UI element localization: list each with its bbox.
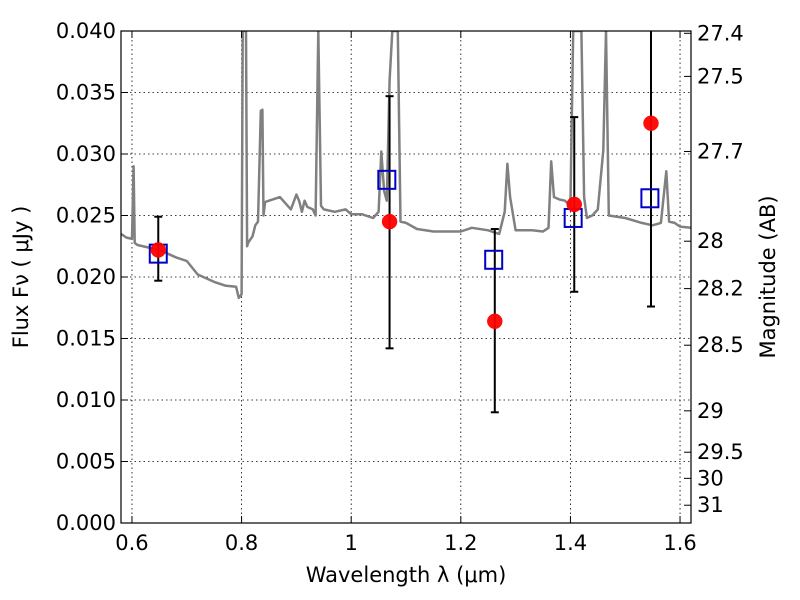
y2-tick-label: 27.5 bbox=[697, 64, 744, 88]
y-tick-label: 0.040 bbox=[56, 19, 116, 43]
y2-tick-label: 29 bbox=[697, 399, 724, 423]
y2-tick-label: 27.7 bbox=[697, 140, 744, 164]
x-tick-label: 1 bbox=[345, 531, 358, 555]
y2-tick-label: 28 bbox=[697, 229, 724, 253]
spectrum-line bbox=[121, 31, 691, 300]
y2-axis-label: Magnitude (AB) bbox=[756, 195, 780, 358]
x-tick-label: 0.6 bbox=[115, 531, 148, 555]
y2-tick-label: 27.4 bbox=[697, 21, 744, 45]
observed-flux-point bbox=[381, 213, 398, 230]
y-tick-label: 0.015 bbox=[56, 327, 116, 351]
observed-flux-point bbox=[643, 115, 659, 131]
y2-tick-label: 29.5 bbox=[697, 440, 744, 464]
y-tick-label: 0.000 bbox=[56, 511, 116, 535]
y2-tick-label: 31 bbox=[697, 493, 724, 517]
x-axis-ticks: 0.6 0.8 1 1.2 1.4 1.6 bbox=[115, 31, 697, 555]
y-tick-label: 0.035 bbox=[56, 81, 116, 105]
y-tick-label: 0.020 bbox=[56, 265, 116, 289]
model-flux-square bbox=[484, 249, 504, 270]
model-photometry-markers bbox=[148, 169, 660, 270]
model-flux-square bbox=[377, 169, 397, 190]
observed-flux-point bbox=[566, 196, 583, 213]
y-axis-ticks: 0.000 0.005 0.010 0.015 0.020 0.025 0.030 0.035… bbox=[56, 19, 128, 535]
x-tick-label: 1.2 bbox=[444, 531, 477, 555]
observed-flux-point bbox=[487, 313, 503, 330]
y-tick-label: 0.005 bbox=[56, 450, 116, 474]
x-tick-label: 1.4 bbox=[554, 531, 587, 555]
y-tick-label: 0.010 bbox=[56, 388, 116, 412]
model-spectrum bbox=[121, 31, 691, 300]
x-axis-label: Wavelength λ (μm) bbox=[306, 563, 507, 587]
x-tick-label: 1.6 bbox=[663, 531, 696, 555]
y2-tick-label: 28.5 bbox=[697, 333, 744, 357]
y-tick-label: 0.030 bbox=[56, 142, 116, 166]
y2-axis-ticks: 27.4 27.5 27.7 28 28.2 28.5 29 29.530 31 bbox=[684, 21, 744, 517]
observed-flux-point bbox=[150, 242, 167, 258]
y-tick-label: 0.025 bbox=[56, 204, 116, 228]
x-tick-label: 0.8 bbox=[225, 531, 258, 555]
observed-flux-markers bbox=[150, 115, 659, 330]
y-axis-label: Flux Fν ( μJy ) bbox=[9, 206, 33, 349]
y2-tick-label: 30 bbox=[697, 466, 724, 490]
y2-tick-label: 28.2 bbox=[697, 277, 744, 301]
model-flux-square bbox=[640, 188, 660, 209]
